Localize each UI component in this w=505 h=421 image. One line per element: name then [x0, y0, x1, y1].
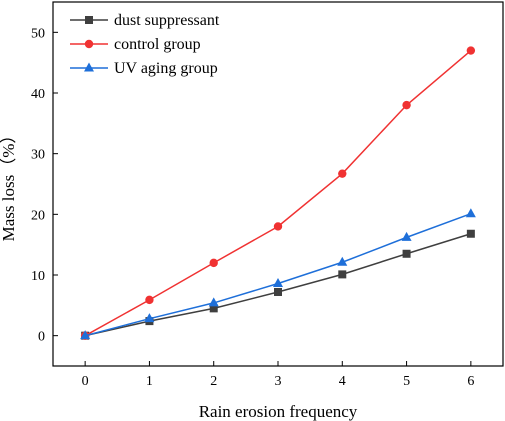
y-tick-label: 20 — [31, 208, 45, 223]
legend-label: UV aging group — [114, 60, 218, 77]
legend-label: control group — [114, 36, 201, 53]
legend-label: dust suppressant — [114, 12, 220, 29]
x-tick-label: 1 — [146, 374, 153, 389]
x-tick-label: 0 — [82, 374, 89, 389]
y-tick-label: 0 — [38, 330, 45, 345]
y-tick-label: 40 — [31, 87, 45, 102]
series-line — [84, 213, 472, 337]
y-axis-label: Mass loss（%） — [0, 127, 18, 242]
legend-marker — [84, 62, 94, 72]
x-tick-label: 4 — [339, 374, 346, 389]
plot-frame — [52, 1, 504, 367]
data-point — [338, 270, 347, 279]
axis-ticks: 0 1 2 3 4 5 6 0 10 20 30 40 50 — [31, 26, 474, 389]
data-point — [402, 100, 411, 110]
y-tick-label: 30 — [31, 148, 45, 163]
y-tick-label: 10 — [31, 269, 45, 284]
legend-item: UV aging group — [70, 60, 218, 77]
x-axis-label: Rain erosion frequency — [199, 402, 358, 421]
data-point — [401, 231, 412, 241]
legend-marker — [84, 39, 94, 49]
data-point — [208, 297, 219, 307]
data-point — [465, 208, 476, 218]
data-point — [274, 287, 282, 296]
legend-item: control group — [70, 36, 201, 53]
data-point — [209, 304, 218, 313]
y-tick-label: 50 — [31, 26, 45, 41]
data-point — [466, 229, 475, 238]
series-2 — [80, 208, 476, 340]
data-point — [466, 46, 476, 55]
data-point — [273, 222, 283, 231]
legend: dust suppressant control group UV aging gr… — [70, 12, 220, 77]
x-tick-label: 6 — [467, 374, 474, 389]
data-point — [337, 256, 348, 266]
data-point — [80, 330, 91, 340]
data-point — [273, 277, 283, 287]
x-tick-label: 3 — [275, 374, 282, 389]
data-point — [145, 295, 154, 305]
data-point — [338, 169, 347, 178]
data-point — [402, 249, 411, 258]
x-tick-label: 2 — [210, 374, 217, 389]
x-tick-label: 5 — [403, 374, 410, 389]
series-layer — [80, 46, 476, 340]
legend-marker — [85, 16, 93, 24]
data-point — [209, 258, 218, 268]
data-point — [144, 313, 155, 323]
legend-item: dust suppressant — [70, 12, 220, 29]
